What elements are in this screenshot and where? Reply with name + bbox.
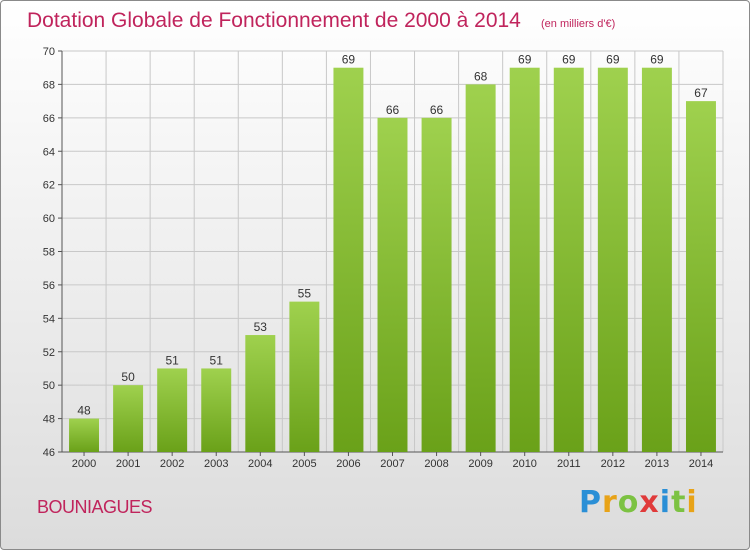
x-tick-label: 2008 <box>424 458 448 470</box>
chart-subtitle: (en milliers d'€) <box>541 18 616 30</box>
logo-letter: r <box>602 485 618 520</box>
data-label: 51 <box>210 353 224 367</box>
data-label: 48 <box>77 404 91 418</box>
data-label: 69 <box>606 53 620 67</box>
bar <box>421 117 452 452</box>
x-tick-label: 2012 <box>601 458 625 470</box>
data-label: 53 <box>254 320 268 334</box>
x-tick-label: 2002 <box>160 458 184 470</box>
y-tick-label: 50 <box>43 380 55 392</box>
y-tick-label: 48 <box>43 414 55 426</box>
bar <box>465 84 496 453</box>
data-label: 66 <box>430 103 444 117</box>
data-label: 51 <box>165 353 179 367</box>
bar <box>597 67 628 452</box>
proxiti-logo: Proxiti <box>579 485 698 520</box>
x-tick-label: 2004 <box>248 458 272 470</box>
bars <box>69 67 716 453</box>
logo-letter: i <box>686 485 698 520</box>
bar <box>685 101 716 452</box>
y-tick-label: 54 <box>43 313 55 325</box>
data-label: 67 <box>694 86 708 100</box>
y-tick-label: 66 <box>43 113 55 125</box>
logo-letter: P <box>579 485 602 520</box>
data-label: 69 <box>518 53 532 67</box>
data-label: 66 <box>386 103 400 117</box>
x-tick-label: 2009 <box>468 458 492 470</box>
logo-letter: i <box>659 485 672 520</box>
y-tick-label: 64 <box>43 146 55 158</box>
x-tick-label: 2010 <box>512 458 536 470</box>
x-tick-label: 2014 <box>689 458 713 470</box>
y-tick-label: 68 <box>43 79 55 91</box>
bar <box>113 385 144 452</box>
y-tick-label: 46 <box>43 447 55 459</box>
x-tick-label: 2013 <box>645 458 669 470</box>
bar <box>641 67 672 452</box>
logo-letter: t <box>671 485 687 520</box>
y-tick-label: 58 <box>43 247 55 259</box>
bar <box>333 67 364 452</box>
x-tick-label: 2001 <box>116 458 140 470</box>
y-tick-label: 56 <box>43 280 55 292</box>
x-tick-label: 2000 <box>72 458 96 470</box>
bar <box>245 335 276 452</box>
data-label: 69 <box>650 53 664 67</box>
data-label: 69 <box>562 53 576 67</box>
chart-title: Dotation Globale de Fonctionnement de 20… <box>27 9 521 32</box>
x-tick-label: 2003 <box>204 458 228 470</box>
bar <box>157 368 188 452</box>
data-label: 69 <box>342 53 356 67</box>
y-tick-label: 62 <box>43 180 55 192</box>
logo-letter: x <box>639 485 660 520</box>
data-label: 50 <box>121 370 135 384</box>
data-label: 68 <box>474 69 488 83</box>
bar <box>377 117 408 452</box>
bar <box>201 368 232 452</box>
y-tick-label: 70 <box>43 46 55 58</box>
bar <box>509 67 540 452</box>
x-tick-label: 2005 <box>292 458 316 470</box>
x-tick-label: 2007 <box>380 458 404 470</box>
y-tick-label: 52 <box>43 347 55 359</box>
y-tick-label: 60 <box>43 213 55 225</box>
x-tick-label: 2006 <box>336 458 360 470</box>
data-labels: 48 50 51 51 53 55 69 66 66 68 69 69 69 69 67 <box>77 53 708 418</box>
place-name: BOUNIAGUES <box>37 497 153 517</box>
bar <box>69 418 100 452</box>
x-tick-label: 2011 <box>557 458 581 470</box>
bar <box>553 67 584 452</box>
logo-letter: o <box>617 485 640 520</box>
data-label: 55 <box>298 287 312 301</box>
bar <box>289 301 320 452</box>
